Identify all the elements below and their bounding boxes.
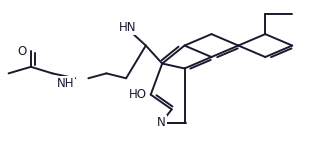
Text: NH: NH — [57, 77, 74, 90]
Text: HN: HN — [119, 21, 136, 34]
Text: HO: HO — [129, 88, 147, 101]
Text: O: O — [17, 45, 26, 58]
Text: N: N — [157, 116, 166, 129]
